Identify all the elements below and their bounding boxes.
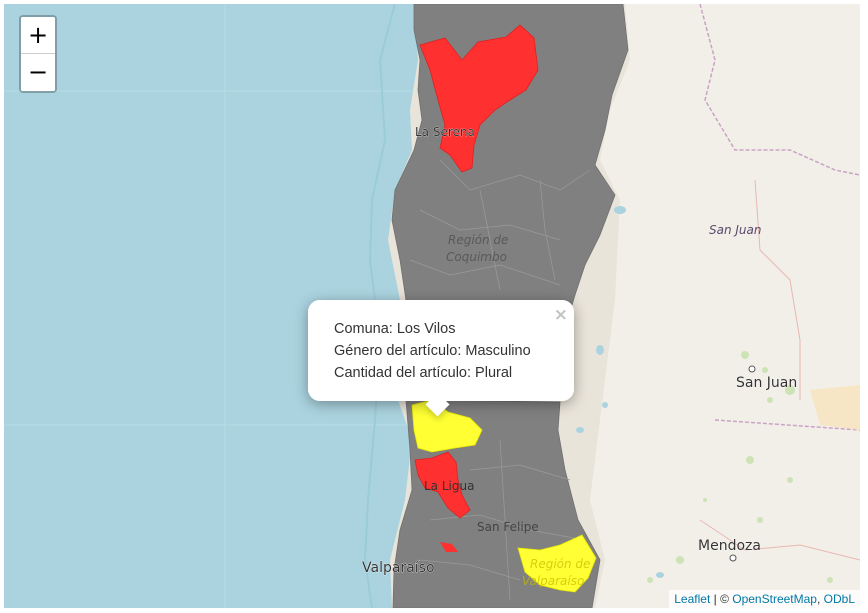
zoom-control: + − (19, 15, 57, 93)
label-san-juan-city: San Juan (736, 375, 797, 391)
map-container[interactable]: La Serena Región de Coquimbo San Juan Sa… (4, 4, 860, 608)
attribution: Leaflet | © OpenStreetMap, ODbL (669, 590, 860, 608)
desert-area (810, 385, 860, 430)
popup-content: Comuna: Los Vilos Género del artículo: M… (334, 318, 531, 384)
zoom-in-button[interactable]: + (21, 17, 55, 54)
vegetation (647, 351, 833, 583)
province-border (699, 4, 860, 176)
label-san-felipe: San Felipe (477, 520, 539, 534)
lake (576, 206, 664, 578)
label-san-juan-province: San Juan (709, 223, 762, 237)
city-marker (729, 554, 737, 562)
label-region-valparaiso: Valparaíso (522, 574, 584, 588)
odbl-link[interactable]: ODbL (823, 592, 855, 606)
popup-line-cantidad: Cantidad del artículo: Plural (334, 365, 513, 381)
commune-yellow[interactable] (517, 534, 597, 593)
popup-body (308, 300, 574, 401)
label-mendoza: Mendoza (698, 538, 761, 554)
label-la-serena: La Serena (415, 125, 475, 139)
popup-line-genero: Género del artículo: Masculino (334, 343, 531, 359)
city-marker (748, 365, 756, 373)
popup-line-comuna: Comuna: Los Vilos (334, 321, 456, 337)
commune-red[interactable] (440, 542, 458, 552)
road (699, 519, 860, 561)
commune-red[interactable] (414, 451, 471, 519)
label-region-coquimbo: Coquimbo (446, 250, 507, 264)
popup-close-button[interactable]: × (553, 305, 568, 325)
zoom-out-button[interactable]: − (21, 54, 55, 91)
attribution-comma: , (816, 592, 824, 606)
label-valparaiso: Valparaíso (362, 560, 435, 576)
commune-border (409, 159, 591, 601)
label-la-ligua: La Ligua (424, 479, 474, 493)
attribution-separator: | © (710, 592, 733, 606)
province-border (714, 419, 860, 431)
openstreetmap-link[interactable]: OpenStreetMap (732, 592, 817, 606)
commune-red[interactable] (419, 24, 539, 173)
label-region-coquimbo: Región de (448, 233, 508, 247)
label-region-valparaiso: Región de (530, 557, 590, 571)
info-popup: × Comuna: Los Vilos Género del artículo:… (308, 300, 574, 417)
leaflet-link[interactable]: Leaflet (674, 592, 711, 606)
road (754, 179, 801, 400)
map-tiles: La Serena Región de Coquimbo San Juan Sa… (4, 4, 860, 608)
